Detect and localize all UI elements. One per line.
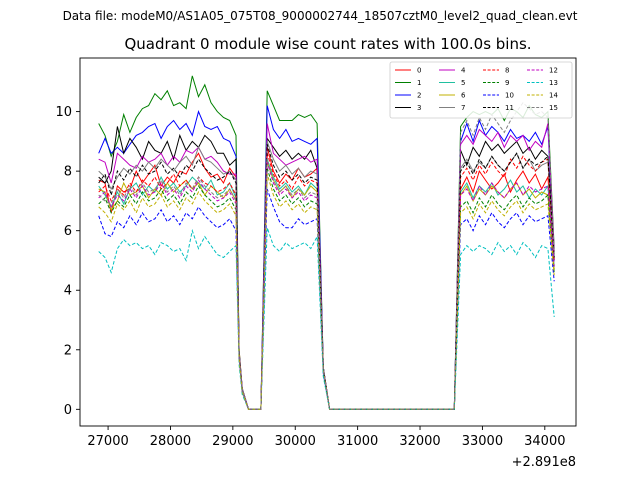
series-layer [98, 75, 555, 410]
y-tick-label: 2 [64, 343, 72, 358]
legend-label-0: 0 [417, 67, 421, 75]
series-line-15 [98, 101, 555, 410]
legend-label-13: 13 [549, 79, 558, 87]
y-tick-label: 0 [64, 403, 72, 418]
legend-label-11: 11 [505, 104, 514, 112]
y-tick-label: 10 [55, 105, 72, 120]
x-tick-label: 33000 [462, 434, 503, 449]
legend-label-9: 9 [505, 79, 509, 87]
legend-label-8: 8 [505, 67, 509, 75]
x-tick-label: 30000 [275, 434, 316, 449]
legend-label-6: 6 [461, 92, 466, 100]
legend-label-15: 15 [549, 104, 558, 112]
x-tick-label: 27000 [87, 434, 128, 449]
legend-label-3: 3 [417, 104, 421, 112]
chart-title: Quadrant 0 module wise count rates with … [124, 35, 531, 53]
y-tick-label: 8 [64, 165, 72, 180]
legend-label-14: 14 [549, 92, 558, 100]
y-tick-label: 4 [64, 284, 72, 299]
y-tick-label: 6 [64, 224, 72, 239]
x-tick-label: 34000 [524, 434, 565, 449]
legend-label-4: 4 [461, 67, 466, 75]
legend-label-12: 12 [549, 67, 558, 75]
legend-label-5: 5 [461, 79, 465, 87]
series-line-4 [98, 123, 555, 410]
series-line-2 [98, 105, 555, 410]
axes-frame [79, 57, 577, 427]
series-line-13 [98, 227, 555, 410]
plot-area [80, 58, 576, 426]
axes: 27000 28000 29000 30000 31000 32000 33000 34000… [55, 57, 577, 449]
x-tick-label: 29000 [212, 434, 253, 449]
x-tick-label: 32000 [399, 434, 440, 449]
legend-label-2: 2 [417, 92, 421, 100]
legend-box [389, 61, 573, 119]
series-line-10 [98, 188, 555, 410]
x-tick-label: 28000 [150, 434, 191, 449]
legend-label-7: 7 [461, 104, 465, 112]
x-offset-label: +2.891e8 [512, 455, 576, 470]
x-tick-label: 31000 [337, 434, 378, 449]
legend-label-1: 1 [417, 79, 421, 87]
legend-label-10: 10 [505, 92, 514, 100]
series-line-11 [98, 144, 555, 410]
series-line-14 [98, 173, 555, 410]
figure-suptitle: Data file: modeM0/AS1A05_075T08_90000027… [63, 9, 578, 23]
